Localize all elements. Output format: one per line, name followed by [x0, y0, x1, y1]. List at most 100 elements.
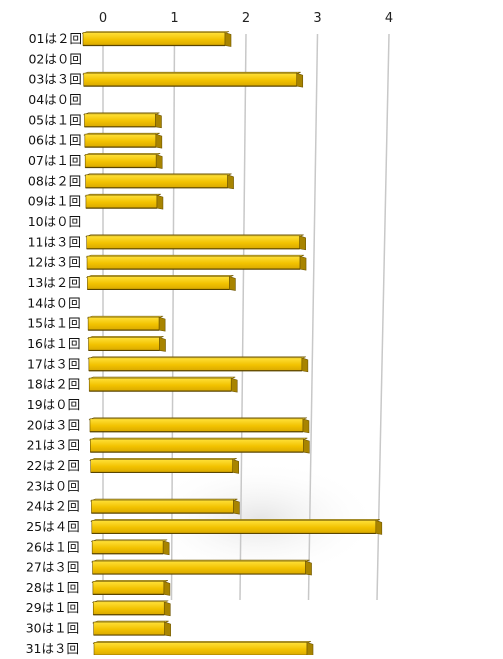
bar-end-face: [155, 154, 163, 169]
bar-end-face: [232, 459, 239, 474]
bar-05は１回: [83, 112, 162, 129]
bar-end-face: [162, 540, 170, 556]
bar-16は１回: [87, 336, 166, 352]
bar-end-face: [296, 72, 304, 88]
category-label: 05は１回: [28, 112, 81, 127]
bar-end-face: [229, 276, 236, 291]
bar-front-face: [92, 601, 165, 616]
bar-21は３回: [89, 437, 310, 454]
bar-front-face: [84, 113, 156, 128]
category-label: 27は３回: [26, 560, 79, 575]
category-label: 04は０回: [28, 92, 81, 107]
bar-end-face: [159, 337, 166, 352]
category-label: 19は０回: [27, 397, 80, 412]
category-label: 31は３回: [26, 641, 79, 655]
category-labels: 01は２回 02は０回 03は３回 04は０回 05は１回 06は１回 07は１回 08は２回…: [26, 31, 82, 656]
gridline-3: [307, 33, 319, 601]
bar-end-face: [306, 641, 314, 657]
bar-end-face: [301, 357, 309, 373]
category-label: 07は１回: [28, 153, 81, 168]
bar-front-face: [85, 174, 228, 189]
bar-03は３回: [82, 71, 304, 88]
category-label: 28は１回: [26, 580, 79, 595]
x-tick-label-0: 0: [99, 11, 107, 26]
bar-front-face: [90, 438, 304, 453]
category-label: 18は２回: [27, 377, 80, 392]
bar-front-face: [87, 276, 230, 290]
bar-08は２回: [84, 173, 234, 190]
bar-06は１回: [83, 132, 163, 149]
category-label: 08は２回: [28, 173, 81, 188]
bar-end-face: [375, 520, 383, 535]
bar-17は３回: [87, 356, 309, 373]
bar-front-face: [87, 316, 160, 331]
bar-end-face: [299, 235, 306, 251]
bar-end-face: [163, 601, 171, 617]
bar-28は１回: [91, 580, 171, 596]
bar-front-face: [90, 459, 233, 473]
x-tick-label-1: 1: [170, 11, 178, 26]
bar-front-face: [88, 377, 232, 392]
category-label: 29は１回: [26, 600, 79, 615]
category-label: 17は３回: [27, 356, 80, 371]
bar-front-face: [85, 194, 158, 209]
category-label: 03は３回: [28, 72, 81, 87]
bar-front-face: [91, 540, 164, 555]
bar-front-face: [88, 337, 160, 351]
bar-front-face: [89, 418, 304, 433]
bar-22は２回: [89, 458, 239, 474]
bar-end-face: [302, 418, 310, 434]
category-label: 26は１回: [26, 539, 79, 554]
bar-12は３回: [85, 254, 307, 271]
bar-20は３回: [88, 417, 310, 434]
bar-01は２回: [81, 31, 232, 47]
gridline-4: [376, 33, 390, 601]
category-label: 25は４回: [26, 519, 79, 534]
bar-end-face: [233, 499, 240, 515]
bar-29は１回: [92, 600, 171, 617]
category-label: 01は２回: [29, 31, 82, 46]
category-label: 12は３回: [27, 255, 80, 270]
bar-front-face: [84, 154, 157, 168]
bar-24は２回: [90, 498, 240, 515]
category-label: 11は３回: [28, 234, 81, 249]
category-label: 22は２回: [26, 458, 79, 473]
bar-end-face: [155, 133, 163, 149]
bar-front-face: [92, 581, 165, 595]
bar-front-face: [91, 520, 377, 534]
category-label: 13は２回: [27, 275, 80, 290]
bar-end-face: [156, 194, 164, 210]
bar-front-face: [93, 642, 308, 656]
category-label: 14は０回: [27, 295, 80, 310]
category-label: 24は２回: [26, 499, 79, 514]
category-label: 21は３回: [27, 438, 80, 453]
bar-front-face: [82, 32, 226, 46]
bar-26は１回: [91, 539, 170, 556]
bar-front-face: [92, 560, 306, 575]
bar-front-face: [83, 72, 298, 87]
bar-end-face: [155, 113, 162, 129]
bar-end-face: [164, 621, 171, 637]
category-label: 23は０回: [26, 478, 79, 493]
category-label: 06は１回: [28, 133, 81, 148]
bar-18は２回: [88, 376, 238, 393]
bar-13は２回: [86, 275, 236, 291]
x-tick-label-2: 2: [242, 11, 250, 26]
bar-27は３回: [91, 559, 312, 576]
category-label: 09は１回: [28, 194, 81, 209]
bar-front-face: [91, 499, 234, 514]
bar-30は１回: [92, 620, 171, 637]
bar-front-face: [86, 235, 300, 250]
bar-end-face: [303, 438, 310, 454]
bar-front-face: [88, 357, 303, 372]
bars: [81, 31, 383, 657]
bar-end-face: [224, 32, 232, 47]
bar-end-face: [230, 377, 238, 393]
bar-front-face: [86, 255, 301, 270]
bar-09は１回: [84, 193, 164, 210]
category-label: 16は１回: [27, 336, 80, 351]
bar-front-face: [93, 621, 165, 636]
bar-07は１回: [84, 153, 163, 169]
